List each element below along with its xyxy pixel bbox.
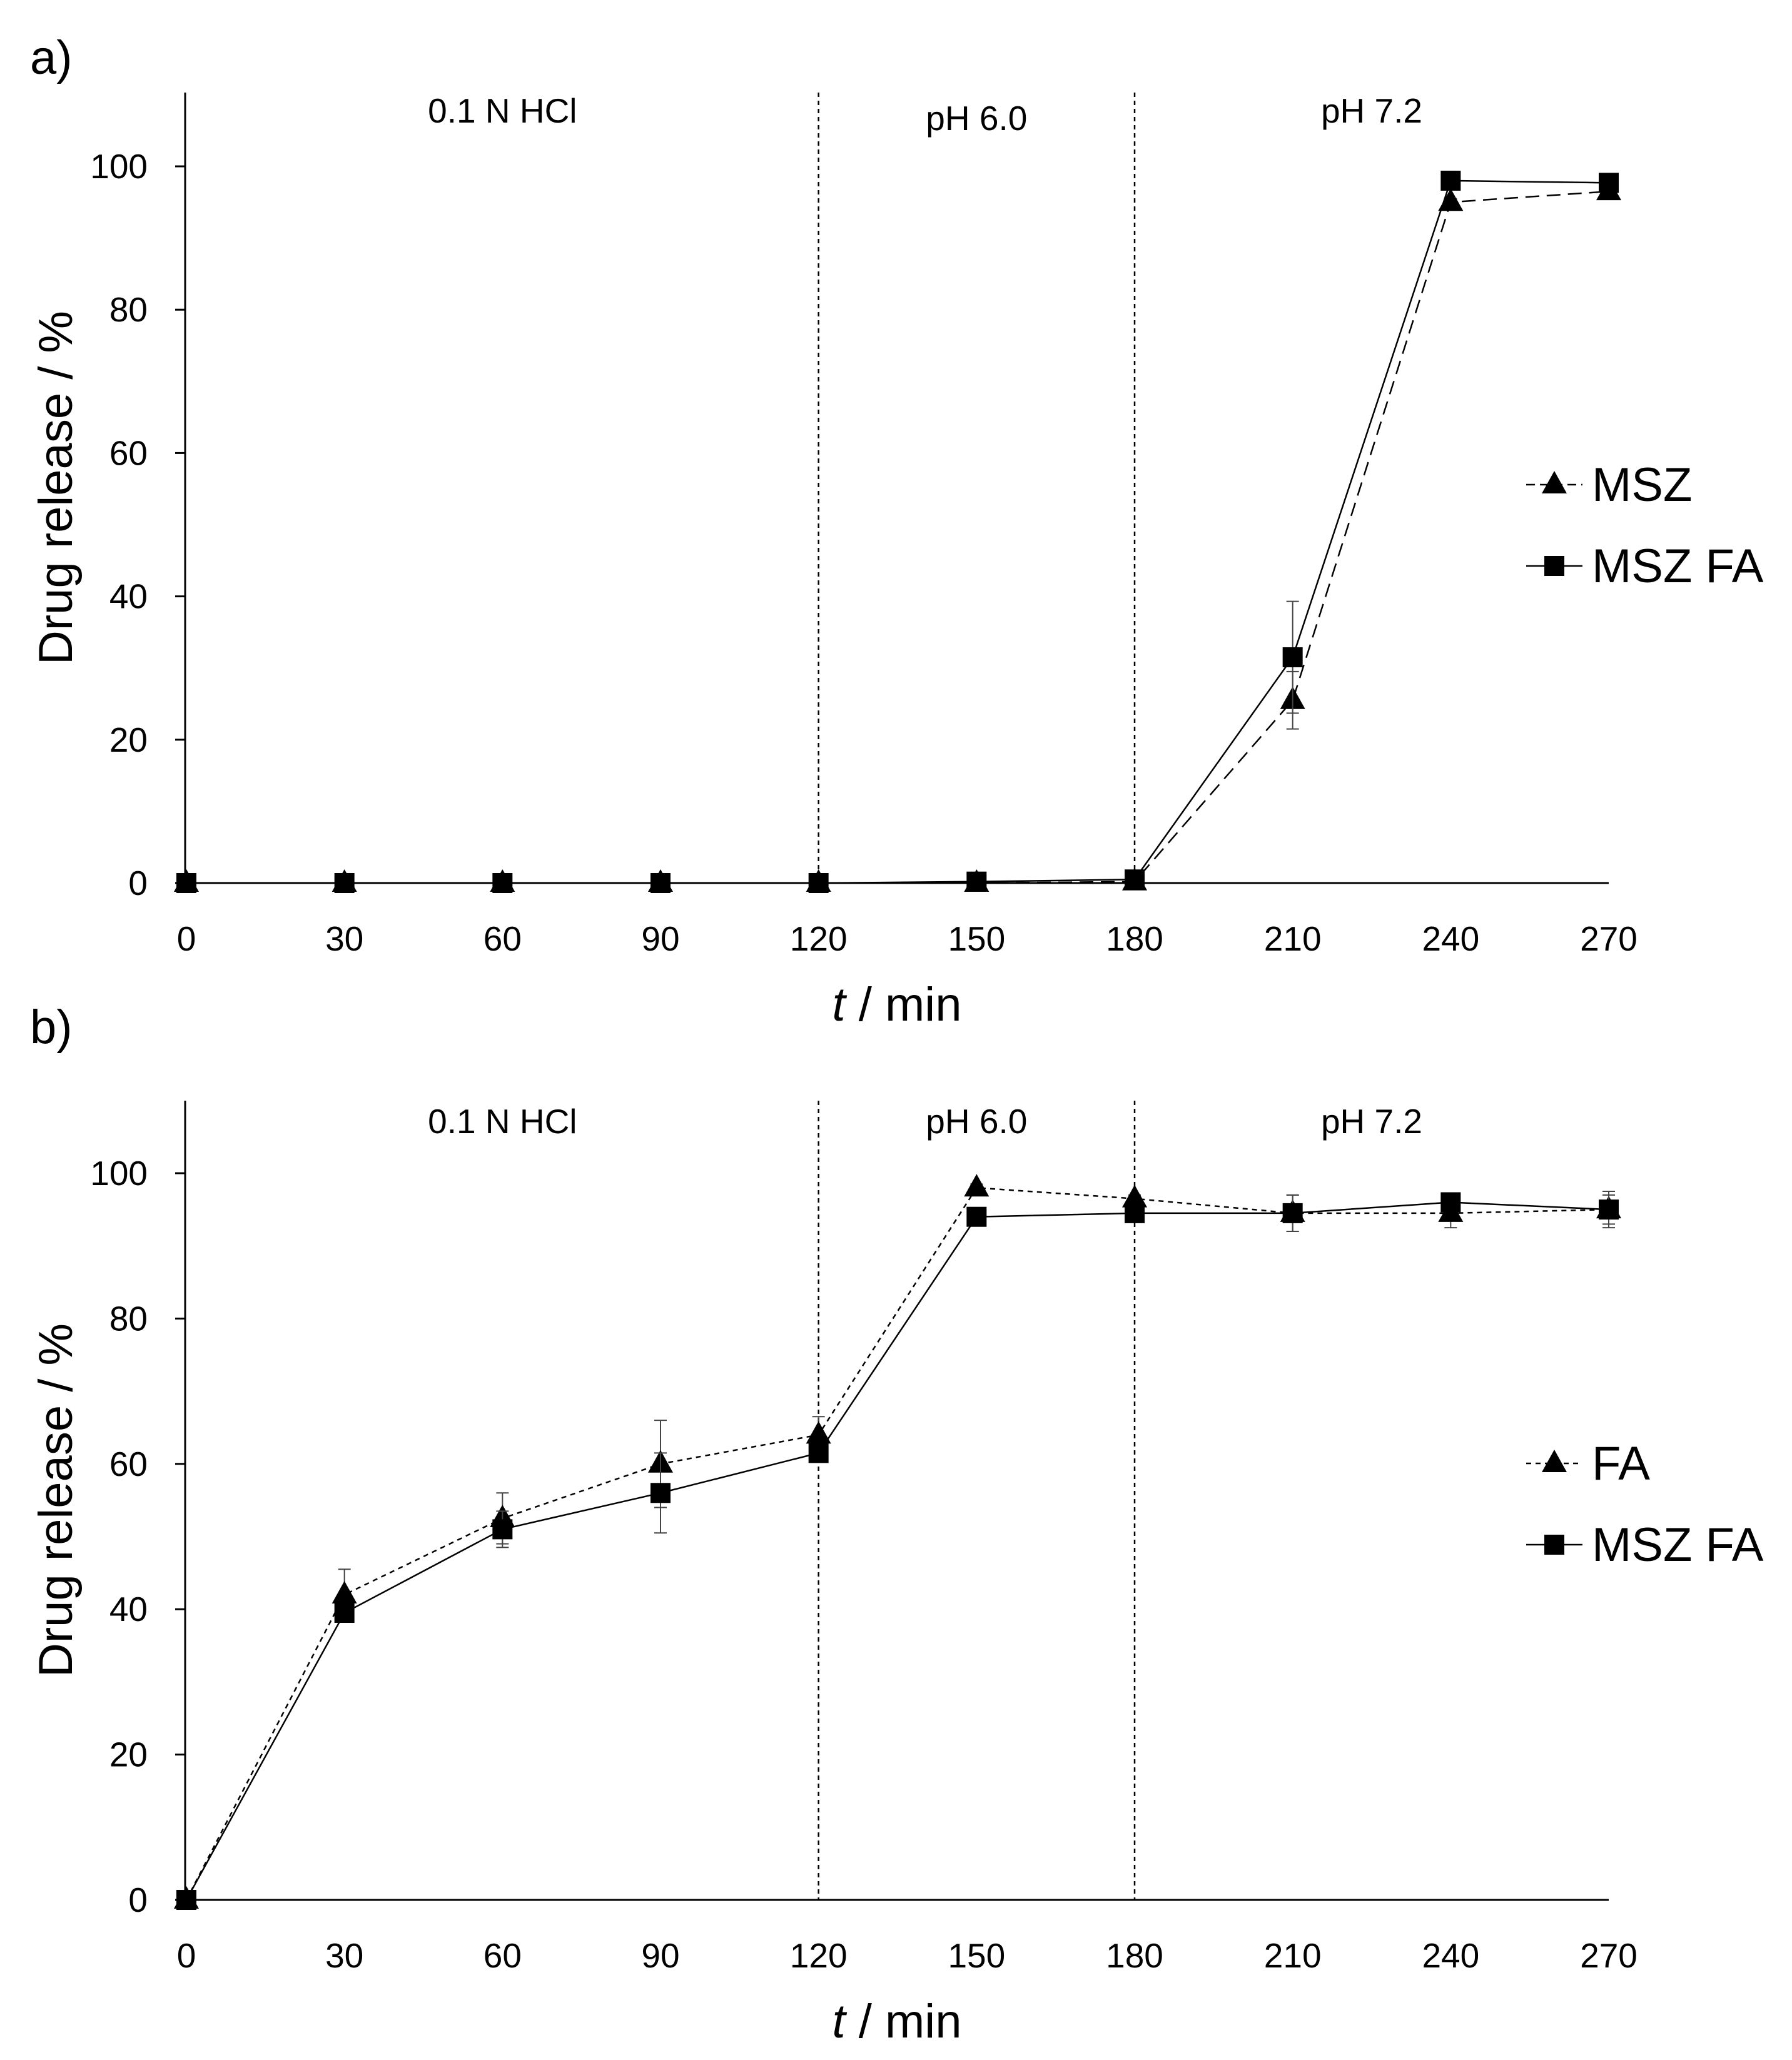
y-tick-label: 40	[109, 1590, 148, 1628]
x-tick-label: 0	[177, 1936, 196, 1975]
x-tick-label: 60	[483, 919, 522, 958]
x-tick-label: 210	[1264, 919, 1322, 958]
data-point	[334, 873, 355, 893]
region-label: pH 7.2	[1321, 1102, 1422, 1141]
legend-label: MSZ	[1592, 458, 1692, 512]
data-point	[650, 873, 671, 893]
data-point	[332, 1580, 357, 1603]
series-line	[186, 190, 1609, 884]
legend-marker-square	[1544, 1535, 1564, 1555]
y-tick-label: 100	[90, 147, 148, 186]
data-point	[964, 1174, 990, 1197]
x-axis-title-variable: t	[833, 1995, 848, 2048]
y-tick-label: 80	[109, 1299, 148, 1338]
x-tick-label: 270	[1580, 919, 1638, 958]
data-point	[1282, 1203, 1303, 1223]
data-point	[808, 1443, 829, 1463]
region-label: pH 7.2	[1321, 91, 1422, 130]
x-tick-label: 120	[790, 1936, 848, 1975]
data-point	[966, 1206, 987, 1227]
data-point	[1440, 170, 1461, 191]
panel-label: b)	[30, 1001, 73, 1054]
x-axis-title-unit: / min	[846, 1995, 962, 2048]
x-tick-label: 90	[641, 1936, 679, 1975]
x-axis-title: t / min	[833, 1995, 962, 2048]
series-line	[186, 179, 1609, 884]
x-tick-label: 150	[948, 1936, 1005, 1975]
data-point	[650, 1483, 671, 1503]
data-point	[1599, 1199, 1619, 1220]
y-tick-label: 20	[109, 720, 148, 759]
y-tick-label: 80	[109, 290, 148, 329]
data-point	[1438, 188, 1464, 211]
data-point	[1440, 1192, 1461, 1213]
x-tick-label: 210	[1264, 1936, 1322, 1975]
region-label: pH 6.0	[926, 99, 1027, 138]
panel-label: a)	[30, 31, 73, 84]
data-point	[808, 873, 829, 893]
legend-item: MSZ FA	[1526, 1518, 1764, 1572]
chart-panel-1: a) 0 20 40 60 80 100 0 30 60 90 120 150 180 210 240 270 0…	[29, 31, 1764, 1031]
legend-label: MSZ FA	[1592, 540, 1764, 593]
x-tick-label: 120	[790, 919, 848, 958]
data-point	[176, 1890, 196, 1910]
y-tick-label: 0	[128, 1881, 148, 1919]
data-point	[1122, 1184, 1147, 1208]
y-axis-title: Drug release / %	[29, 311, 83, 665]
y-tick-label: 60	[109, 433, 148, 472]
series-line	[185, 1186, 1609, 1901]
chart-panel-2: b) 0 20 40 60 80 100 0 30 60 90 120 150 180 210 240 270 0…	[29, 1001, 1764, 2048]
y-tick-label: 60	[109, 1445, 148, 1483]
data-point	[1125, 869, 1145, 890]
x-tick-label: 0	[177, 919, 196, 958]
y-tick-label: 100	[90, 1154, 148, 1193]
region-label: 0.1 N HCl	[428, 1102, 577, 1141]
series-line	[185, 1201, 1609, 1901]
data-point	[176, 873, 196, 893]
data-point	[334, 1603, 355, 1623]
x-axis-title: t / min	[833, 978, 962, 1031]
legend-marker-triangle	[1542, 471, 1567, 493]
y-tick-label: 20	[109, 1735, 148, 1774]
region-label: 0.1 N HCl	[428, 91, 577, 130]
x-axis-title-variable: t	[833, 978, 848, 1031]
series-msz-fa	[176, 1191, 1619, 1910]
x-tick-label: 240	[1422, 919, 1479, 958]
data-point	[492, 1519, 513, 1540]
region-label: pH 6.0	[926, 1102, 1027, 1141]
x-tick-label: 180	[1106, 919, 1163, 958]
y-tick-label: 0	[128, 864, 148, 902]
data-point	[492, 873, 513, 893]
series-msz-fa	[176, 170, 1619, 893]
data-point	[1125, 1203, 1145, 1223]
data-point	[1599, 173, 1619, 193]
y-tick-label: 40	[109, 577, 148, 616]
legend-item: MSZ FA	[1526, 540, 1764, 593]
x-tick-label: 30	[325, 919, 363, 958]
series-fa	[174, 1174, 1621, 1909]
legend-marker-square	[1544, 556, 1564, 576]
y-axis-title: Drug release / %	[29, 1323, 83, 1677]
legend-item: FA	[1526, 1437, 1650, 1490]
x-tick-label: 270	[1580, 1936, 1638, 1975]
legend-marker-triangle	[1542, 1450, 1567, 1472]
legend-label: FA	[1592, 1437, 1650, 1490]
legend-item: MSZ	[1526, 458, 1692, 512]
data-point	[966, 871, 987, 892]
data-point	[1282, 647, 1303, 668]
x-tick-label: 60	[483, 1936, 522, 1975]
x-tick-label: 240	[1422, 1936, 1479, 1975]
legend-label: MSZ FA	[1592, 1518, 1764, 1572]
data-point	[806, 1421, 831, 1444]
x-tick-label: 150	[948, 919, 1005, 958]
series-msz	[174, 178, 1621, 892]
x-tick-label: 30	[325, 1936, 363, 1975]
x-tick-label: 90	[641, 919, 679, 958]
x-axis-title-unit: / min	[846, 978, 962, 1031]
x-tick-label: 180	[1106, 1936, 1163, 1975]
